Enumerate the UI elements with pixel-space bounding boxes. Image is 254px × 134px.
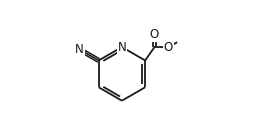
Text: N: N xyxy=(75,43,84,56)
Text: O: O xyxy=(150,28,159,41)
Text: N: N xyxy=(118,40,126,54)
Text: O: O xyxy=(164,41,173,54)
